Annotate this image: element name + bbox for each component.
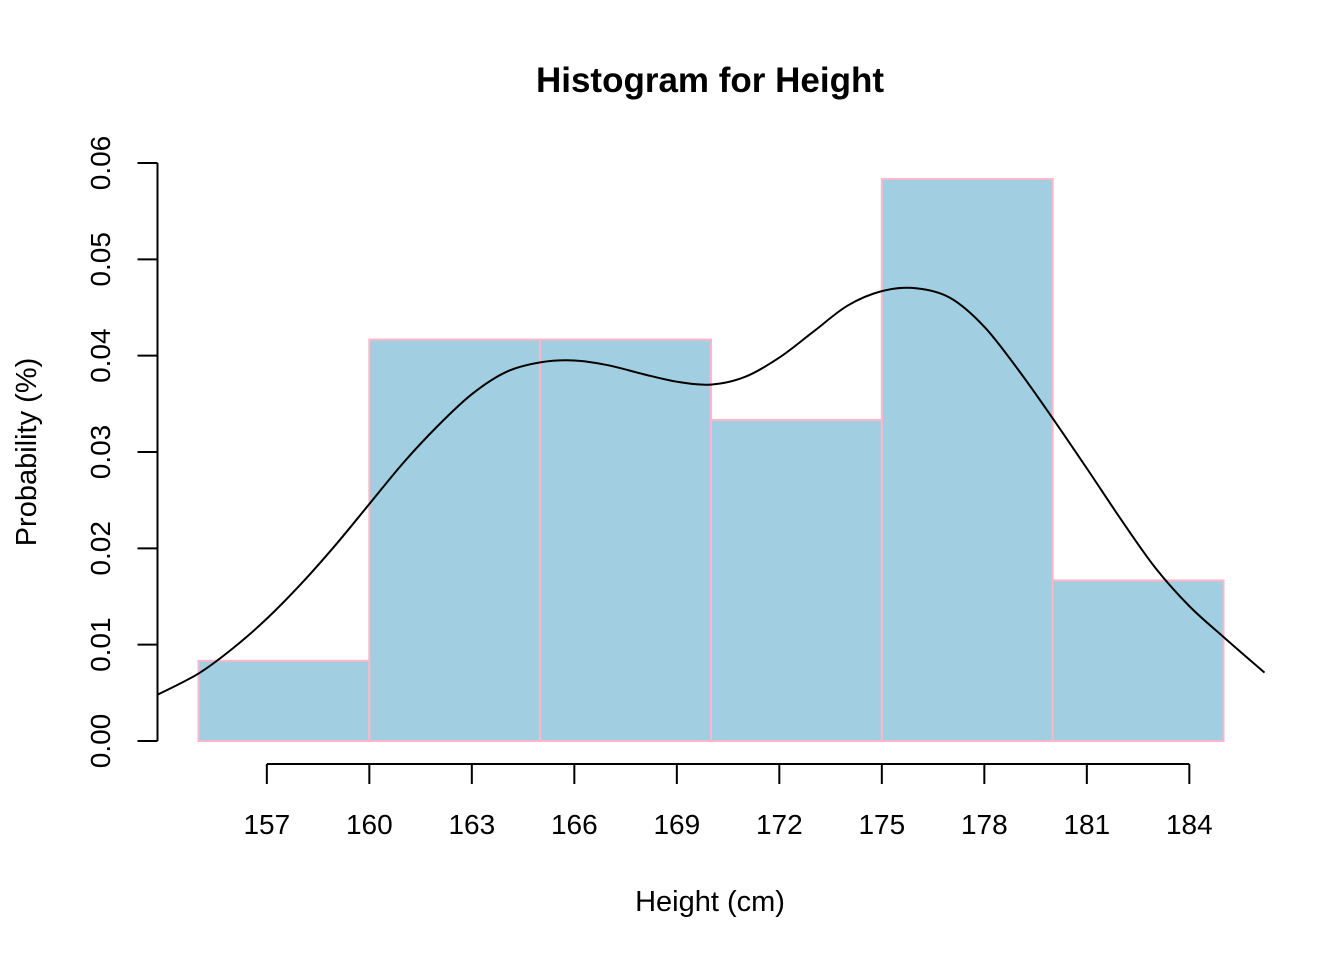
x-tick-label: 166 bbox=[551, 809, 598, 840]
histogram-bar bbox=[1051, 579, 1225, 743]
histogram-bars bbox=[197, 178, 1225, 743]
y-tick-label: 0.05 bbox=[85, 232, 116, 287]
chart-title: Histogram for Height bbox=[536, 61, 884, 100]
x-tick-label: 163 bbox=[448, 809, 495, 840]
y-tick-label: 0.04 bbox=[85, 328, 116, 383]
histogram-bar bbox=[880, 178, 1054, 743]
x-axis: 157 160 163 166 169 172 175 178 181 184 bbox=[243, 763, 1213, 840]
x-tick-label: 178 bbox=[961, 809, 1008, 840]
y-tick-label: 0.02 bbox=[85, 521, 116, 576]
histogram-bar bbox=[539, 338, 713, 742]
y-tick-label: 0.03 bbox=[85, 425, 116, 480]
histogram-bar bbox=[368, 338, 542, 742]
x-axis-label: Height (cm) bbox=[635, 886, 785, 918]
y-axis: 0.00 0.01 0.02 0.03 0.04 0.05 0.06 bbox=[85, 136, 159, 769]
x-tick-label: 169 bbox=[653, 809, 700, 840]
density-curve bbox=[157, 286, 1266, 696]
x-tick-label: 160 bbox=[346, 809, 393, 840]
y-tick-label: 0.06 bbox=[85, 136, 116, 191]
x-tick-label: 181 bbox=[1063, 809, 1110, 840]
y-axis-label: Probability (%) bbox=[11, 358, 43, 547]
x-tick-label: 157 bbox=[243, 809, 290, 840]
x-tick-label: 184 bbox=[1166, 809, 1213, 840]
y-tick-label: 0.01 bbox=[85, 617, 116, 672]
x-tick-label: 172 bbox=[756, 809, 803, 840]
histogram-bar bbox=[197, 659, 371, 742]
x-tick-label: 175 bbox=[858, 809, 905, 840]
histogram-bar bbox=[710, 418, 883, 742]
y-tick-label: 0.00 bbox=[85, 714, 116, 769]
